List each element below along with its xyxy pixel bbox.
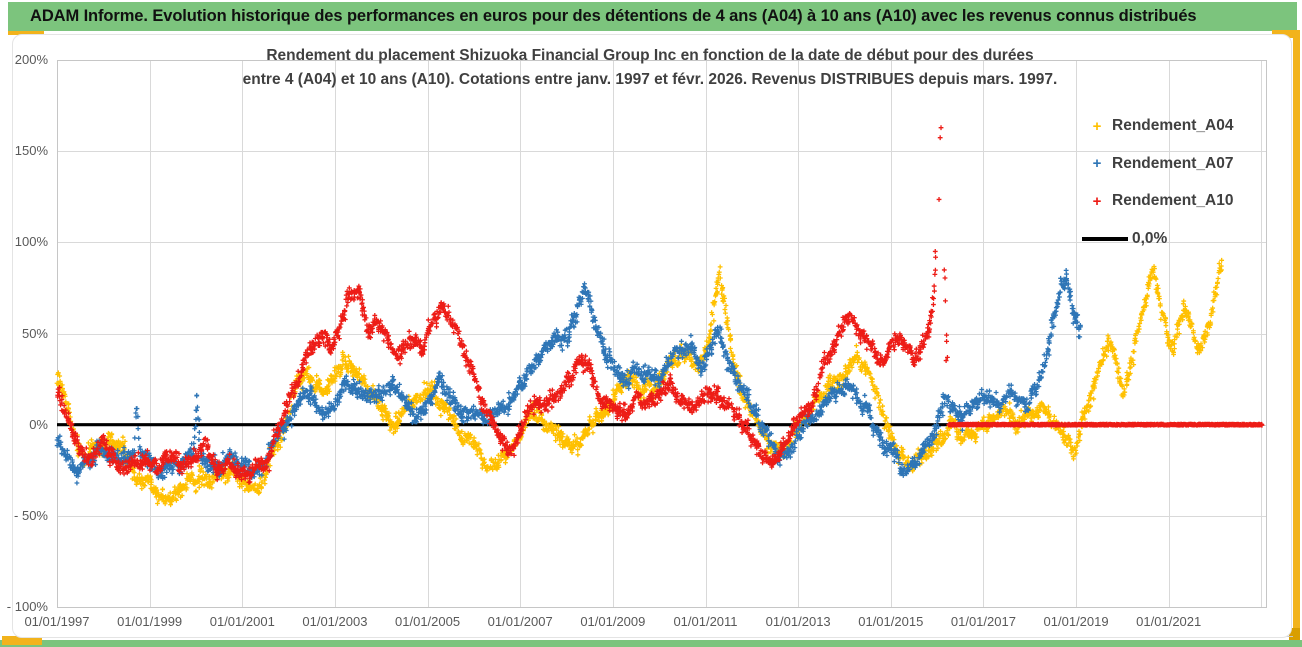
legend-item-0-0-: 0,0%	[1082, 227, 1233, 251]
chart-legend: + Rendement_A04 + Rendement_A07 + Rendement_A…	[1082, 114, 1233, 264]
x-axis-label: 01/01/2009	[580, 614, 646, 629]
y-axis-label: 200%	[14, 52, 48, 67]
x-axis-label: 01/01/2005	[395, 614, 461, 629]
x-axis-label: 01/01/2017	[950, 614, 1016, 629]
legend-label: 0,0%	[1132, 229, 1168, 247]
legend-label: Rendement_A04	[1112, 117, 1234, 134]
x-axis-label: 01/01/2013	[765, 614, 831, 629]
y-axis-label: - 100%	[6, 599, 48, 614]
legend-item-rendement-a10: + Rendement_A10	[1082, 189, 1234, 213]
x-axis-label: 01/01/2011	[673, 614, 738, 629]
y-axis-label: 100%	[14, 234, 48, 250]
plus-marker-icon: +	[1092, 192, 1102, 210]
legend-item-rendement-a04: + Rendement_A04	[1082, 114, 1234, 138]
plus-marker-icon: +	[1092, 155, 1102, 172]
legend-label: Rendement_A07	[1112, 154, 1234, 172]
x-axis-label: 01/01/2015	[858, 614, 924, 629]
y-axis-label: 0%	[29, 416, 48, 432]
y-axis-label: - 50%	[14, 507, 48, 523]
plus-marker-icon: +	[1092, 117, 1102, 135]
y-axis-label: 50%	[21, 325, 48, 341]
x-axis-label: 01/01/2021	[1136, 614, 1202, 629]
legend-item-rendement-a07: + Rendement_A07	[1082, 152, 1234, 176]
x-axis-label: 01/01/1997	[24, 614, 90, 629]
chart-title-line2: entre 4 (A04) et 10 ans (A10). Cotations…	[242, 71, 1058, 88]
y-axis-label: 150%	[14, 143, 48, 159]
chart-title-line1: Rendement du placement Shizuoka Financia…	[266, 47, 1034, 64]
x-axis-label: 01/01/2007	[487, 614, 553, 629]
x-axis-label: 01/01/2003	[302, 614, 368, 629]
zero-line-sample-icon	[1082, 236, 1128, 241]
x-axis-label: 01/01/1999	[117, 614, 183, 629]
x-axis-label: 01/01/2019	[1043, 614, 1109, 629]
x-axis-label: 01/01/2001	[209, 614, 275, 629]
legend-label: Rendement_A10	[1112, 192, 1234, 209]
